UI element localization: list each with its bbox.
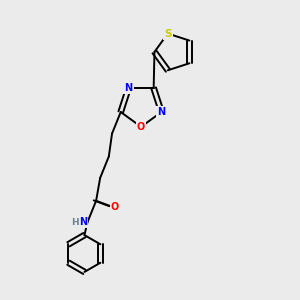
Text: N: N <box>124 83 133 93</box>
Text: S: S <box>164 28 172 38</box>
Text: O: O <box>110 202 119 212</box>
Text: N: N <box>79 217 87 227</box>
Text: O: O <box>137 122 145 132</box>
Text: H: H <box>71 218 79 227</box>
Text: N: N <box>158 107 166 117</box>
